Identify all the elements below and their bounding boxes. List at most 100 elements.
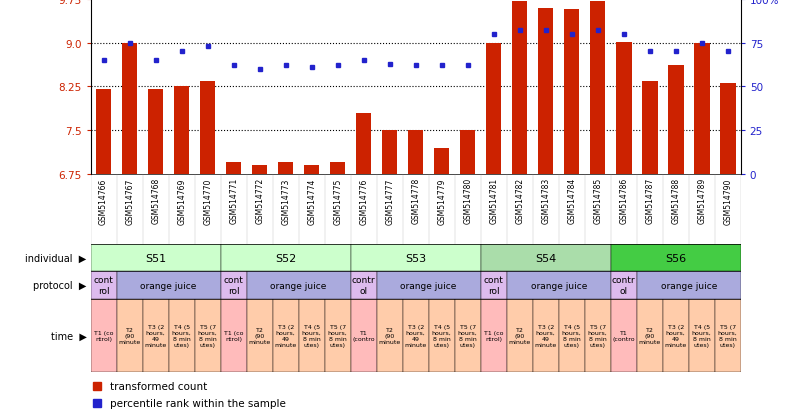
Text: time  ▶: time ▶ <box>50 330 87 341</box>
Text: GSM514769: GSM514769 <box>177 178 186 224</box>
Bar <box>538 9 553 174</box>
Bar <box>377 271 481 299</box>
Text: contr
ol: contr ol <box>612 276 635 295</box>
Text: T3 (2
hours,
49
minute: T3 (2 hours, 49 minute <box>144 324 167 347</box>
Text: GSM514789: GSM514789 <box>697 178 706 224</box>
Bar <box>330 163 345 174</box>
Text: orange juice: orange juice <box>400 281 457 290</box>
Bar <box>278 163 293 174</box>
Text: GSM514773: GSM514773 <box>281 178 290 224</box>
Text: S51: S51 <box>145 253 166 263</box>
Text: GSM514776: GSM514776 <box>359 178 368 224</box>
Bar <box>221 271 247 299</box>
Text: GSM514770: GSM514770 <box>203 178 212 224</box>
Text: GSM514787: GSM514787 <box>645 178 654 224</box>
Text: orange juice: orange juice <box>530 281 587 290</box>
Bar <box>507 299 533 372</box>
Bar <box>221 299 247 372</box>
Bar <box>512 2 527 174</box>
Bar <box>351 271 377 299</box>
Text: GSM514777: GSM514777 <box>385 178 394 224</box>
Text: GSM514774: GSM514774 <box>307 178 316 224</box>
Text: cont
rol: cont rol <box>94 276 113 295</box>
Bar <box>460 131 475 174</box>
Bar <box>434 148 449 174</box>
Text: protocol  ▶: protocol ▶ <box>33 280 87 290</box>
Bar <box>668 66 683 174</box>
Bar <box>486 43 501 174</box>
Text: GSM514790: GSM514790 <box>723 178 732 224</box>
Bar <box>585 299 611 372</box>
Bar <box>637 271 741 299</box>
Text: S56: S56 <box>665 253 686 263</box>
Bar <box>715 299 741 372</box>
Text: T1 (co
ntrol): T1 (co ntrol) <box>484 330 504 341</box>
Bar <box>533 299 559 372</box>
Text: T3 (2
hours,
49
minute: T3 (2 hours, 49 minute <box>664 324 687 347</box>
Bar <box>507 271 611 299</box>
Bar <box>663 299 689 372</box>
Bar <box>221 244 351 271</box>
Bar <box>694 43 709 174</box>
Bar <box>226 163 241 174</box>
Bar <box>720 84 735 174</box>
Text: T4 (5
hours,
8 min
utes): T4 (5 hours, 8 min utes) <box>562 324 582 347</box>
Bar <box>122 43 137 174</box>
Bar <box>403 299 429 372</box>
Text: S52: S52 <box>275 253 296 263</box>
Text: percentile rank within the sample: percentile rank within the sample <box>110 398 286 408</box>
Text: GSM514771: GSM514771 <box>229 178 238 224</box>
Text: contr
ol: contr ol <box>352 276 375 295</box>
Text: T1 (co
ntrol): T1 (co ntrol) <box>94 330 113 341</box>
Text: T5 (7
hours,
8 min
utes): T5 (7 hours, 8 min utes) <box>328 324 348 347</box>
Text: GSM514768: GSM514768 <box>151 178 160 224</box>
Text: cont
rol: cont rol <box>484 276 504 295</box>
Bar <box>637 299 663 372</box>
Text: GSM514784: GSM514784 <box>567 178 576 224</box>
Bar <box>382 131 397 174</box>
Text: T4 (5
hours,
8 min
utes): T4 (5 hours, 8 min utes) <box>432 324 452 347</box>
Text: GSM514778: GSM514778 <box>411 178 420 224</box>
Text: GSM514772: GSM514772 <box>255 178 264 224</box>
Bar <box>195 299 221 372</box>
Bar <box>299 299 325 372</box>
Text: T2
(90
minute: T2 (90 minute <box>508 327 531 344</box>
Bar <box>273 299 299 372</box>
Bar <box>611 299 637 372</box>
Bar <box>304 166 319 174</box>
Text: orange juice: orange juice <box>660 281 717 290</box>
Bar <box>356 113 371 174</box>
Text: T5 (7
hours,
8 min
utes): T5 (7 hours, 8 min utes) <box>588 324 608 347</box>
Text: T1 (co
ntrol): T1 (co ntrol) <box>224 330 243 341</box>
Text: T4 (5
hours,
8 min
utes): T4 (5 hours, 8 min utes) <box>172 324 191 347</box>
Text: GSM514788: GSM514788 <box>671 178 680 224</box>
Bar <box>351 244 481 271</box>
Text: T4 (5
hours,
8 min
utes): T4 (5 hours, 8 min utes) <box>302 324 322 347</box>
Bar <box>200 81 215 174</box>
Text: GSM514767: GSM514767 <box>125 178 134 224</box>
Bar <box>481 271 507 299</box>
Bar <box>91 271 117 299</box>
Text: T1
(contro: T1 (contro <box>612 330 635 341</box>
Bar <box>91 244 221 271</box>
Bar <box>377 299 403 372</box>
Text: T5 (7
hours,
8 min
utes): T5 (7 hours, 8 min utes) <box>458 324 478 347</box>
Bar <box>616 43 631 174</box>
Text: individual  ▶: individual ▶ <box>25 253 87 263</box>
Text: S54: S54 <box>535 253 556 263</box>
Text: GSM514786: GSM514786 <box>619 178 628 224</box>
Bar <box>611 244 741 271</box>
Text: orange juice: orange juice <box>270 281 327 290</box>
Text: GSM514780: GSM514780 <box>463 178 472 224</box>
Text: transformed count: transformed count <box>110 381 207 391</box>
Text: T1
(contro: T1 (contro <box>352 330 375 341</box>
Bar <box>325 299 351 372</box>
Bar <box>559 299 585 372</box>
Bar <box>247 299 273 372</box>
Bar <box>429 299 455 372</box>
Text: orange juice: orange juice <box>140 281 197 290</box>
Text: T5 (7
hours,
8 min
utes): T5 (7 hours, 8 min utes) <box>718 324 738 347</box>
Text: T2
(90
minute: T2 (90 minute <box>638 327 661 344</box>
Text: cont
rol: cont rol <box>224 276 243 295</box>
Text: S53: S53 <box>405 253 426 263</box>
